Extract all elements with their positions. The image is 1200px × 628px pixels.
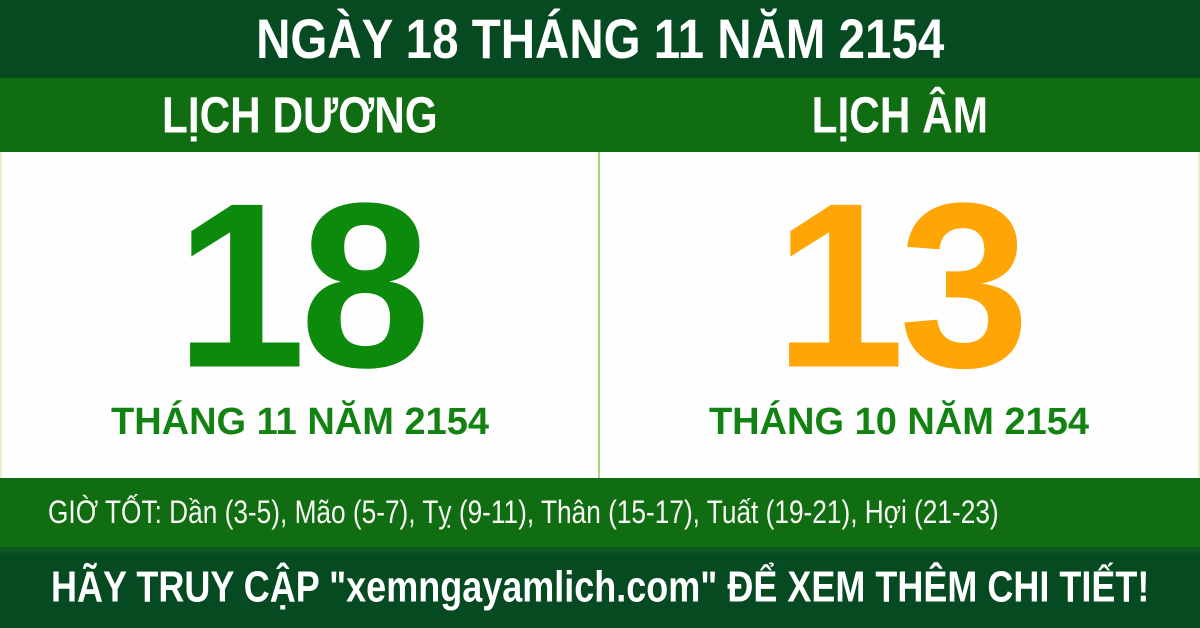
calendar-panels: 18 THÁNG 11 NĂM 2154 13 THÁNG 10 NĂM 215…: [0, 152, 1200, 478]
lunar-day-number: 13: [774, 153, 1029, 417]
solar-day-number: 18: [175, 153, 430, 417]
calendar-headers: LỊCH DƯƠNG LỊCH ÂM: [0, 78, 1200, 152]
lunar-calendar-header-label: LỊCH ÂM: [811, 86, 989, 144]
footer-bar: HÃY TRUY CẬP "xemngayamlich.com" ĐỂ XEM …: [0, 547, 1200, 628]
date-title: NGÀY 18 THÁNG 11 NĂM 2154: [255, 7, 945, 71]
lunar-calendar-header: LỊCH ÂM: [600, 78, 1200, 152]
solar-calendar-header-label: LỊCH DƯƠNG: [162, 86, 438, 144]
lunar-month-year-label: THÁNG 10 NĂM 2154: [708, 401, 1090, 443]
good-hours-bar: GIỜ TỐT: Dần (3-5), Mão (5-7), Tỵ (9-11)…: [0, 478, 1200, 547]
solar-month-year-label: THÁNG 11 NĂM 2154: [110, 401, 489, 443]
good-hours-text: GIỜ TỐT: Dần (3-5), Mão (5-7), Tỵ (9-11)…: [48, 494, 999, 532]
good-hours-label: GIỜ TỐT:: [48, 493, 162, 531]
solar-calendar-header: LỊCH DƯƠNG: [0, 78, 600, 152]
solar-panel: 18 THÁNG 11 NĂM 2154: [2, 152, 600, 478]
good-hours-list: Dần (3-5), Mão (5-7), Tỵ (9-11), Thân (1…: [169, 493, 999, 531]
footer-call-to-action: HÃY TRUY CẬP "xemngayamlich.com" ĐỂ XEM …: [50, 562, 1150, 612]
lunar-panel: 13 THÁNG 10 NĂM 2154: [600, 152, 1198, 478]
title-bar: NGÀY 18 THÁNG 11 NĂM 2154: [0, 0, 1200, 78]
